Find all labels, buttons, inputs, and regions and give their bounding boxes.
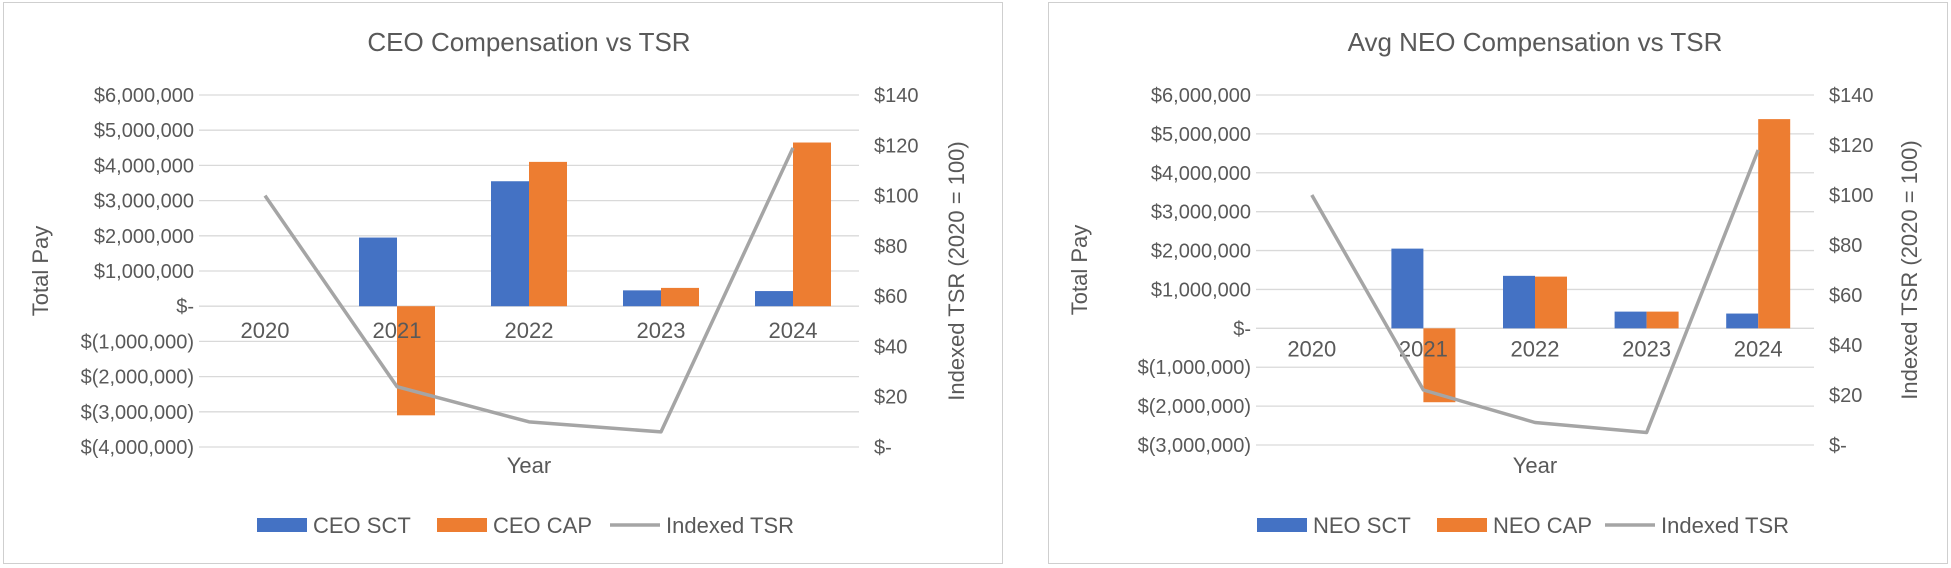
x-tick-label: 2021: [1399, 336, 1448, 361]
y-tick-label: $-: [1233, 318, 1251, 340]
legend-label: Indexed TSR: [666, 513, 794, 538]
y-axis-label: Total Pay: [28, 226, 53, 317]
y2-tick-label: $60: [1829, 285, 1862, 307]
neo-compensation-chart: Avg NEO Compensation vs TSR $6,000,000 $5,…: [1048, 2, 1948, 564]
y-tick-label: $-: [176, 296, 194, 318]
y2-tick-label: $100: [1829, 185, 1874, 207]
y-tick-label: $6,000,000: [94, 85, 194, 107]
x-tick-label: 2021: [373, 318, 422, 343]
bar-ceo-cap: [529, 161, 567, 307]
y2-tick-label: $80: [874, 236, 907, 258]
legend-label: NEO SCT: [1313, 513, 1411, 538]
y-tick-label: $6,000,000: [1151, 85, 1251, 107]
y2-tick-label: $120: [874, 135, 919, 157]
bar-ceo-cap: [793, 142, 831, 307]
y-tick-label: $(3,000,000): [81, 402, 194, 424]
indexed-tsr-line: [263, 147, 795, 434]
legend-item: NEO CAP: [1437, 513, 1592, 538]
y2-tick-label: $-: [874, 437, 892, 459]
indexed-tsr-line: [1310, 149, 1760, 435]
y-tick-label: $(2,000,000): [81, 367, 194, 389]
legend-swatch-ceo-sct: [257, 518, 307, 532]
chart-title: CEO Compensation vs TSR: [367, 27, 690, 57]
y-tick-label: $(3,000,000): [1138, 435, 1251, 457]
y-tick-label: $5,000,000: [1151, 124, 1251, 146]
bar-neo-sct: [1726, 313, 1759, 329]
legend-label: NEO CAP: [1493, 513, 1592, 538]
legend-label: CEO CAP: [493, 513, 592, 538]
bar-neo-cap: [1535, 276, 1567, 329]
y-axis-label: Total Pay: [1067, 225, 1092, 316]
bar-ceo-sct: [623, 290, 661, 307]
y2-tick-label: $100: [874, 186, 919, 208]
x-tick-label: 2023: [1622, 336, 1671, 361]
y-tick-label: $1,000,000: [1151, 279, 1251, 301]
legend-item: CEO CAP: [437, 513, 592, 538]
x-tick-label: 2022: [505, 318, 554, 343]
legend-swatch-neo-sct: [1257, 518, 1307, 532]
y-tick-label: $4,000,000: [1151, 163, 1251, 185]
bar-ceo-cap: [661, 287, 699, 307]
y-tick-label: $3,000,000: [1151, 202, 1251, 224]
y2-tick-label: $40: [874, 336, 907, 358]
x-tick-label: 2024: [769, 318, 818, 343]
x-tick-label: 2020: [1287, 336, 1336, 361]
y-tick-label: $2,000,000: [1151, 241, 1251, 263]
bar-neo-sct: [1391, 248, 1424, 329]
legend: CEO SCT CEO CAP Indexed TSR: [257, 513, 794, 538]
legend-label: Indexed TSR: [1661, 513, 1789, 538]
y-tick-label: $1,000,000: [94, 261, 194, 283]
legend-swatch-neo-cap: [1437, 518, 1487, 532]
y-tick-label: $(2,000,000): [1138, 396, 1251, 418]
ceo-compensation-chart: CEO Compensation vs TSR $6,000,000 $5,000,…: [3, 2, 1003, 564]
y2-axis-label: Indexed TSR (2020 = 100): [944, 141, 969, 401]
y2-tick-label: $20: [1829, 385, 1862, 407]
x-axis-label: Year: [1513, 453, 1557, 478]
y2-tick-label: $80: [1829, 235, 1862, 257]
legend-label: CEO SCT: [313, 513, 411, 538]
y-tick-label: $(1,000,000): [1138, 357, 1251, 379]
legend-item: NEO SCT: [1257, 513, 1411, 538]
y-tick-label: $(4,000,000): [81, 437, 194, 459]
y-tick-label: $(1,000,000): [81, 331, 194, 353]
chart-title: Avg NEO Compensation vs TSR: [1348, 27, 1723, 57]
bar-neo-sct: [1503, 275, 1535, 329]
y2-tick-label: $-: [1829, 435, 1847, 457]
y2-tick-label: $40: [1829, 335, 1862, 357]
x-tick-label: 2022: [1511, 336, 1560, 361]
legend-item: Indexed TSR: [1605, 513, 1789, 538]
legend-item: CEO SCT: [257, 513, 411, 538]
y2-tick-label: $60: [874, 286, 907, 308]
neo-compensation-chart-svg: Avg NEO Compensation vs TSR $6,000,000 $5,…: [1067, 27, 1922, 538]
ceo-compensation-chart-svg: CEO Compensation vs TSR $6,000,000 $5,000,…: [28, 27, 969, 538]
y2-tick-label: $140: [874, 85, 919, 107]
y2-tick-label: $140: [1829, 85, 1874, 107]
y-tick-label: $3,000,000: [94, 191, 194, 213]
y-tick-label: $5,000,000: [94, 120, 194, 142]
x-axis-label: Year: [507, 453, 551, 478]
x-tick-label: 2024: [1734, 336, 1783, 361]
y-tick-label: $4,000,000: [94, 155, 194, 177]
y2-axis-label: Indexed TSR (2020 = 100): [1897, 140, 1922, 400]
x-tick-label: 2020: [241, 318, 290, 343]
bar-neo-sct: [1614, 311, 1647, 329]
bar-neo-cap: [1646, 311, 1679, 329]
bar-neo-cap: [1758, 119, 1791, 329]
legend-item: Indexed TSR: [610, 513, 794, 538]
y2-tick-label: $120: [1829, 135, 1874, 157]
y-tick-label: $2,000,000: [94, 226, 194, 248]
y2-tick-label: $20: [874, 387, 907, 409]
bar-ceo-sct: [359, 237, 397, 307]
x-tick-label: 2023: [637, 318, 686, 343]
bar-ceo-sct: [491, 181, 529, 307]
legend-swatch-ceo-cap: [437, 518, 487, 532]
legend: NEO SCT NEO CAP Indexed TSR: [1257, 513, 1789, 538]
bar-ceo-cap: [397, 306, 435, 416]
bar-ceo-sct: [755, 291, 793, 307]
